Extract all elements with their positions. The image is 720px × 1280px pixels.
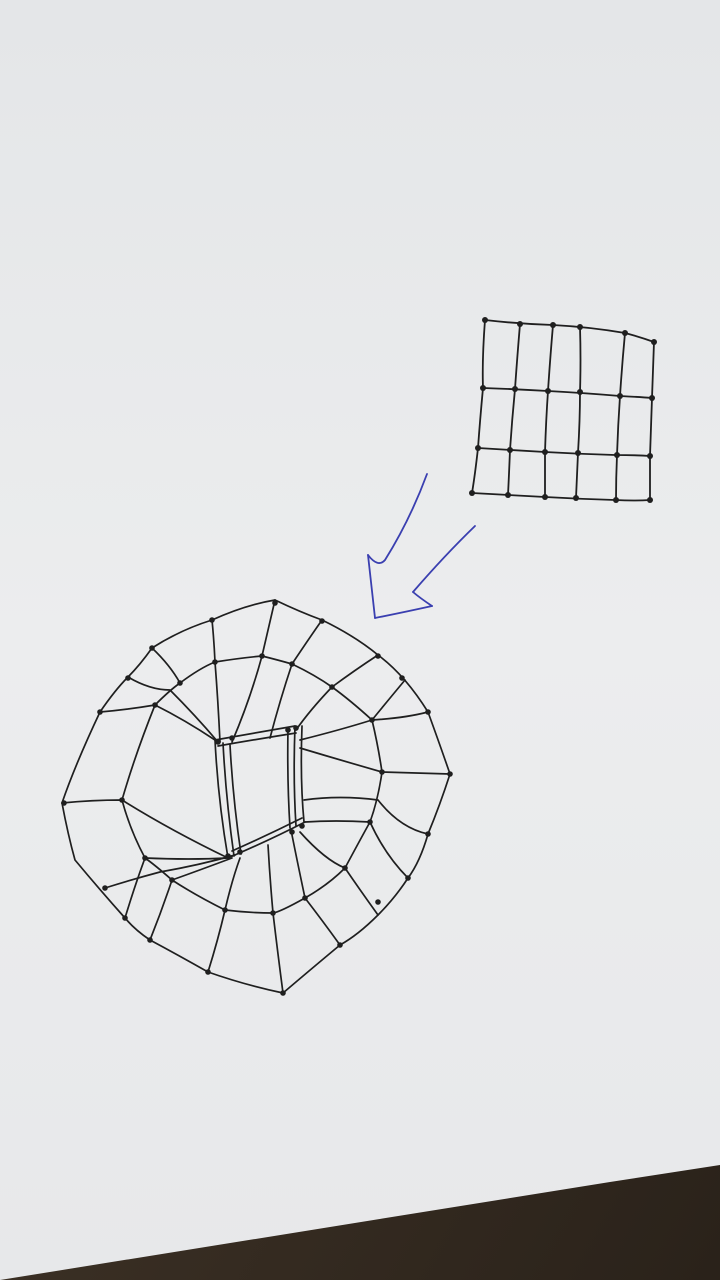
mesh-spokes	[61, 599, 451, 994]
source-grid-columns	[471, 319, 655, 501]
transform-arrow	[367, 473, 476, 619]
mesh-ring-2	[121, 655, 383, 914]
source-grid-rows	[471, 319, 655, 502]
mesh-outer-boundary	[61, 599, 451, 994]
source-grid	[469, 317, 657, 503]
result-mesh	[61, 599, 453, 996]
mesh-points	[61, 600, 453, 996]
source-grid-points	[469, 317, 657, 503]
mesh-inner-hole	[214, 725, 306, 859]
